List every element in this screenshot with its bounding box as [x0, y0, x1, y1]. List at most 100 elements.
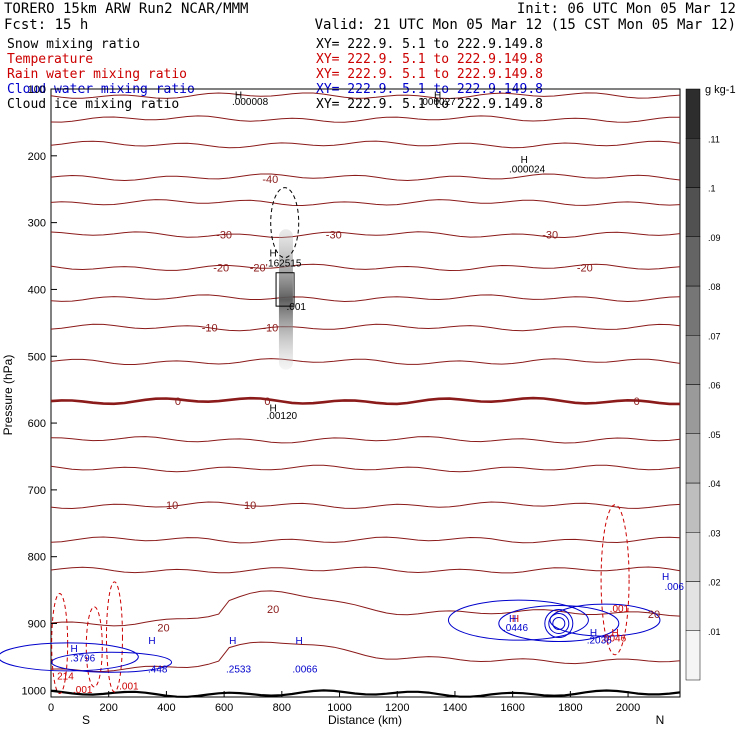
- cloud-water-contour: [498, 605, 620, 643]
- x-tick-label: 1400: [443, 702, 467, 714]
- isotherm-label: 0: [175, 396, 181, 408]
- north-label: N: [656, 713, 665, 727]
- isotherm-label: -40: [262, 174, 278, 186]
- legend-name: Cloud ice mixing ratio: [7, 97, 179, 112]
- header-title: TORERO 15km ARW Run2 NCAR/MMM: [4, 1, 248, 17]
- cloud-water-ring: [544, 609, 574, 639]
- isotherm-line: [50, 641, 681, 673]
- x-tick-label: 1800: [558, 702, 582, 714]
- extremum-label: .001: [287, 302, 307, 313]
- y-tick-label: 700: [28, 485, 46, 497]
- x-tick-label: 2000: [616, 702, 640, 714]
- isotherm-label: -20: [213, 262, 229, 274]
- isotherm-line: [50, 140, 681, 149]
- legend-xy: XY= 222.9. 5.1 to 222.9.149.8: [316, 37, 543, 52]
- x-tick-label: 800: [273, 702, 291, 714]
- colorbar-tick: .11: [708, 134, 720, 144]
- isotherm-label: 20: [267, 604, 279, 616]
- colorbar-unit: g kg-1: [705, 84, 736, 96]
- rain-contour: [105, 581, 123, 693]
- x-axis-label: Distance (km): [328, 713, 402, 727]
- legend-xy: XY= 222.9. 5.1 to 222.9.149.8: [316, 52, 543, 67]
- colorbar-swatch: [685, 236, 701, 287]
- cloud-water-label: H: [662, 572, 669, 583]
- isotherm-label: 0: [634, 396, 640, 408]
- isotherm-line: [50, 92, 681, 100]
- colorbar-tick: .08: [708, 282, 721, 292]
- cloud-water-label: H: [148, 636, 155, 647]
- axes: 0 200 400 600 800 1000 1200 1400 1600 1800 2000100…: [22, 84, 641, 714]
- isotherm-line: [50, 566, 681, 574]
- extremum-label: .000027: [420, 97, 457, 108]
- legend-name: Snow mixing ratio: [7, 37, 140, 52]
- y-tick-label: 400: [28, 284, 46, 296]
- cloud-water-label: .0446: [503, 623, 528, 634]
- colorbar-swatch: [685, 335, 701, 385]
- extremum-label: .00120: [267, 411, 298, 422]
- colorbar-tick: .09: [708, 233, 721, 243]
- cloud-water-label: H: [70, 644, 77, 655]
- cloud-water-contour: [549, 603, 661, 637]
- colorbar-tick: .1: [708, 184, 716, 194]
- colorbar-tick: .05: [708, 430, 721, 440]
- plot-area: -40 -30 -30 -30 -20 -20' -20 -10 -10 0 0 0 10 10 20 20 2…: [0, 84, 684, 714]
- rain-label: H: [611, 628, 618, 639]
- colorbar-swatch: [685, 138, 701, 188]
- x-tick-label: 1000: [327, 702, 351, 714]
- cloud-water-label: .2533: [226, 664, 251, 675]
- extremum-label: H: [521, 155, 528, 166]
- extremum-label: .000024: [509, 165, 546, 176]
- legend-name: Temperature: [7, 52, 93, 67]
- y-tick-label: 800: [28, 552, 46, 564]
- rain-contour: [600, 504, 630, 656]
- cloud-water-label: .3796: [70, 654, 95, 665]
- snow-column: [278, 229, 293, 370]
- header-fcst: Fcst: 15 h: [4, 17, 88, 33]
- y-tick-label: 200: [28, 151, 46, 163]
- cloud-water-ring: [552, 617, 566, 631]
- x-tick-label: 1200: [385, 702, 409, 714]
- legend-xy: XY= 222.9. 5.1 to 222.9.149.8: [316, 97, 543, 112]
- colorbar-swatch: [685, 88, 701, 139]
- rain-label: .001: [119, 682, 139, 693]
- colorbar-swatch: [685, 581, 701, 631]
- colorbar-tick: .03: [708, 528, 721, 538]
- colorbar-tick: .02: [708, 578, 721, 588]
- plot-frame: [50, 88, 681, 698]
- extremum-label: H: [235, 90, 242, 101]
- x-tick-label: 0: [48, 702, 54, 714]
- legend-xy: XY= 222.9. 5.1 to 222.9.149.8: [316, 67, 543, 82]
- colorbar-swatch: [685, 630, 701, 681]
- mixing-ratio-features: [0, 187, 661, 695]
- extremum-label: H: [270, 404, 277, 415]
- isotherm-label: -10: [262, 323, 278, 335]
- isotherm-line: [50, 436, 681, 444]
- isotherm-label: -10: [202, 323, 218, 335]
- isotherm-line: [50, 263, 681, 272]
- colorbar-swatch: [685, 532, 701, 582]
- y-axis-label: Pressure (hPa): [1, 355, 15, 436]
- isotherm-label: 20: [157, 623, 169, 635]
- y-tick-label: 500: [28, 351, 46, 363]
- colorbar-swatch: [685, 187, 701, 237]
- isotherm-line: [50, 358, 681, 365]
- header-valid: Valid: 21 UTC Mon 05 Mar 12 (15 CST Mon …: [315, 17, 736, 33]
- rain-contour: [51, 593, 69, 695]
- isotherm-line: [50, 590, 681, 627]
- contour-labels: -40 -30 -30 -30 -20 -20' -20 -10 -10 0 0 0 10 10 20 20 2…: [57, 90, 684, 696]
- rain-label: H: [512, 614, 519, 625]
- cloud-water-ring: [548, 613, 570, 635]
- x-tick-label: 200: [100, 702, 118, 714]
- x-tick-label: 1600: [500, 702, 524, 714]
- rain-label: .0046: [601, 634, 626, 645]
- isotherm-lines: [50, 92, 681, 698]
- colorbar-tick: .07: [708, 331, 721, 341]
- colorbar-swatch: [685, 384, 701, 434]
- isotherm-label: 10: [166, 500, 178, 512]
- colorbar-tick: .01: [708, 627, 721, 637]
- cloud-water-label: .0066: [292, 664, 317, 675]
- isotherm-label: -20: [577, 262, 593, 274]
- y-tick-label: 600: [28, 418, 46, 430]
- isotherm-label: 0: [264, 396, 270, 408]
- x-tick-label: 600: [215, 702, 233, 714]
